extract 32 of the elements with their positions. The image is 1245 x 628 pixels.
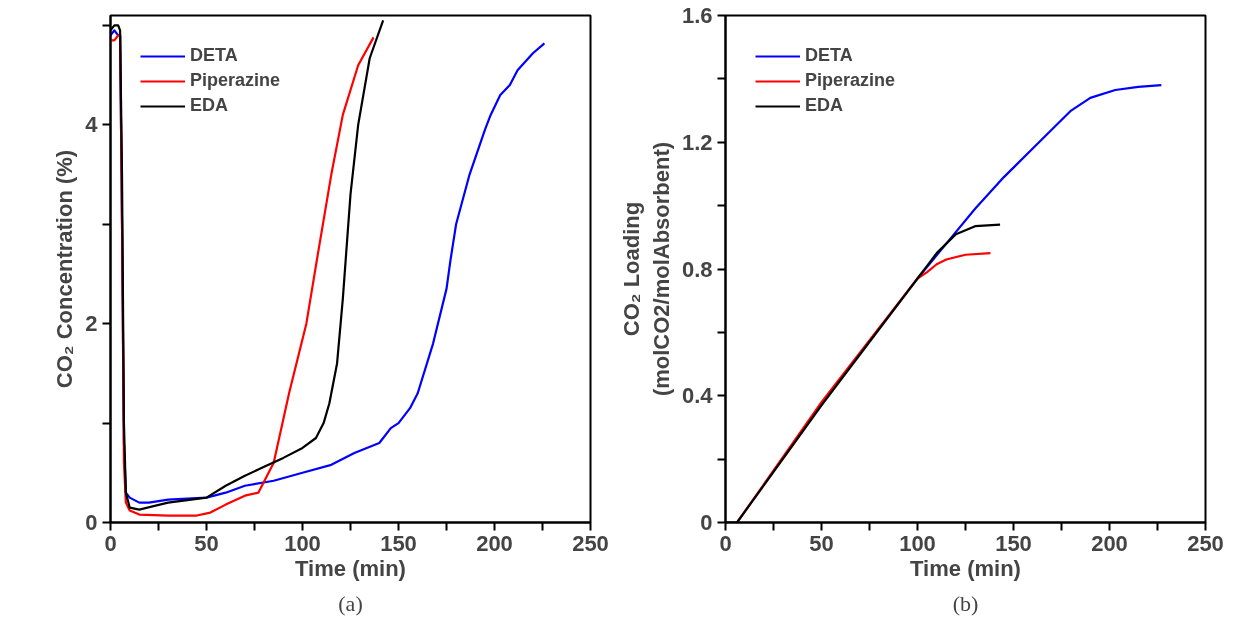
y-tick-label: 4	[85, 112, 99, 138]
x-tick-label: 200	[1091, 530, 1128, 556]
x-axis-title: Time (min)	[910, 555, 1021, 581]
x-tick-label: 250	[1187, 530, 1224, 556]
y-tick-label: 0	[85, 510, 98, 535]
y-tick-label: 1.2	[681, 129, 713, 155]
x-tick-label: 50	[194, 530, 219, 556]
x-tick-label: 150	[995, 530, 1032, 556]
x-tick-label: 100	[899, 530, 936, 556]
y-tick-label: 2	[85, 311, 98, 337]
y-tick-label: 0.8	[681, 256, 713, 282]
legend-label: Piperazine	[805, 70, 896, 91]
text: (b)	[952, 590, 979, 616]
y-tick-label: 1.6	[681, 3, 713, 28]
legend-label: DETA	[190, 45, 238, 66]
y-axis-title: CO₂ Loading (molCO2/molAbsorbent)	[618, 141, 674, 397]
x-tick-label: 250	[572, 530, 609, 556]
legend-label: Piperazine	[190, 70, 281, 91]
x-tick-label: 0	[719, 530, 732, 556]
x-tick-label: 0	[104, 530, 117, 556]
x-tick-label: 200	[476, 530, 513, 556]
y-tick-label: 0.4	[681, 383, 714, 409]
y-axis-title: CO₂ Concentration (%)	[52, 149, 78, 389]
x-axis-title: Time (min)	[295, 555, 406, 581]
legend-label: DETA	[805, 45, 853, 66]
legend-label: EDA	[190, 95, 229, 116]
x-tick-label: 100	[284, 530, 321, 556]
x-tick-label: 150	[380, 530, 417, 556]
x-tick-label: 50	[809, 530, 834, 556]
legend-label: EDA	[805, 95, 844, 116]
text: (a)	[338, 590, 363, 616]
y-tick-label: 0	[700, 510, 713, 535]
